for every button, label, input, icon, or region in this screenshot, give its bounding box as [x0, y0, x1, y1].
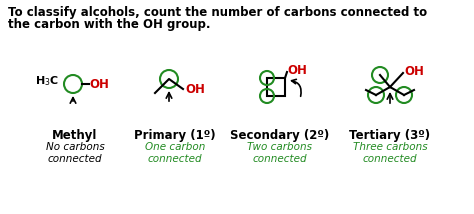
Text: Two carbons
connected: Two carbons connected: [247, 142, 312, 163]
FancyArrowPatch shape: [292, 79, 301, 96]
Text: OH: OH: [89, 77, 109, 91]
Text: One carbon
connected: One carbon connected: [145, 142, 205, 163]
Text: OH: OH: [287, 64, 307, 76]
Text: Secondary (2º): Secondary (2º): [230, 129, 329, 142]
Text: Methyl: Methyl: [52, 129, 98, 142]
Text: Tertiary (3º): Tertiary (3º): [349, 129, 430, 142]
Text: Three carbons
connected: Three carbons connected: [353, 142, 428, 163]
Bar: [267, 78, 285, 96]
Text: No carbons
connected: No carbons connected: [46, 142, 104, 163]
Text: OH: OH: [404, 64, 424, 77]
Text: the carbon with the OH group.: the carbon with the OH group.: [8, 18, 210, 31]
Text: To classify alcohols, count the number of carbons connected to: To classify alcohols, count the number o…: [8, 6, 427, 19]
Text: Primary (1º): Primary (1º): [134, 129, 216, 142]
Text: H$_3$C: H$_3$C: [35, 74, 59, 88]
Text: OH: OH: [185, 83, 205, 95]
